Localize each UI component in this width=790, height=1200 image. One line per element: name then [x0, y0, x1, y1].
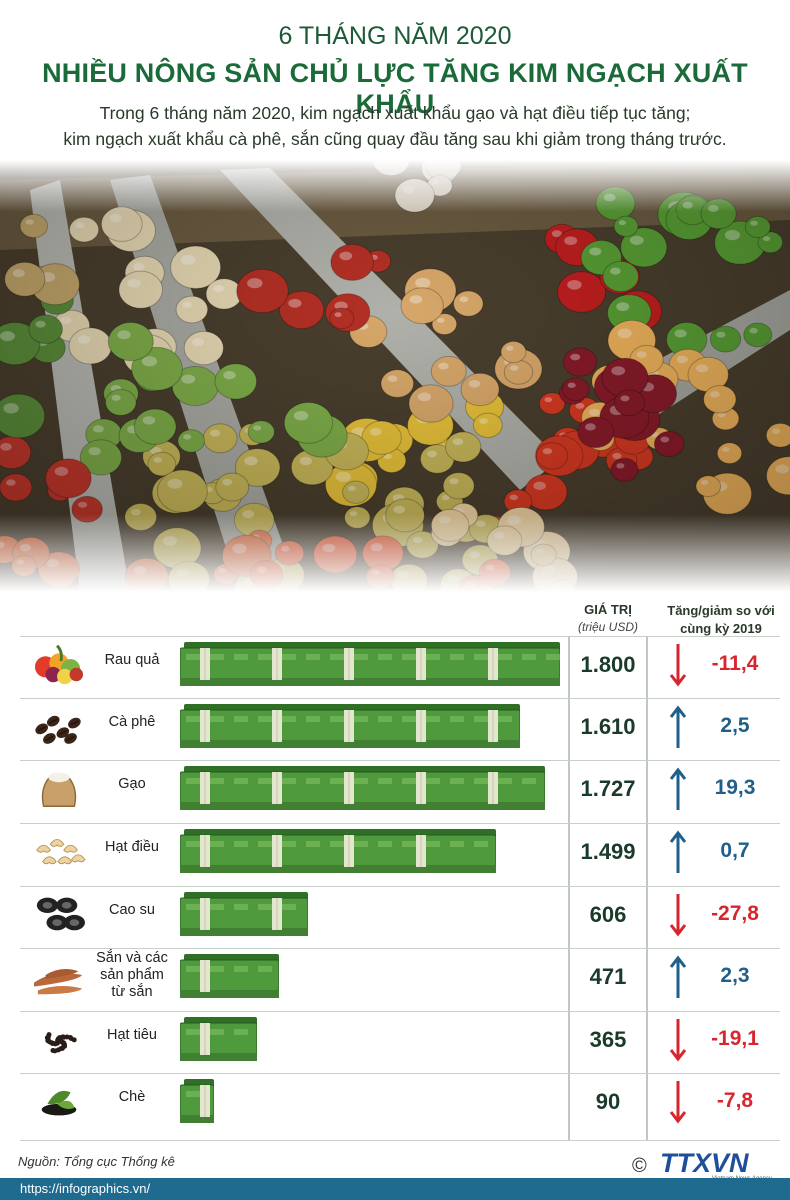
bar-money-stack: [180, 704, 520, 748]
value-column-label: GIÁ TRỊ: [584, 602, 632, 617]
value-label: 1.499: [580, 839, 636, 864]
row-label: Rau quả: [88, 652, 176, 669]
bar-money-stack: [180, 892, 308, 936]
arrow-down-icon: [669, 1019, 687, 1062]
table-row: Rau quả 1.800 -11,4: [0, 636, 790, 698]
arrow-up-icon: [669, 767, 687, 810]
table-row: Gạo 1.727 19,3: [0, 760, 790, 822]
bar-money-stack: [180, 642, 560, 686]
row-label: Hạt điều: [88, 839, 176, 856]
header: 6 THÁNG NĂM 2020 NHIỀU NÔNG SẢN CHỦ LỰC …: [0, 0, 790, 165]
table-row: Cà phê 1.610 2,5: [0, 698, 790, 760]
table-row: Hạt tiêu 365 -19,1: [0, 1011, 790, 1073]
cassava-icon: [34, 968, 83, 995]
ttxvn-logo: © TTXVN Vietnam News Agency: [632, 1148, 772, 1182]
row-label: Hạt tiêu: [88, 1027, 176, 1044]
pepper-icon: [44, 1032, 77, 1054]
subtitle-line-1: Trong 6 tháng năm 2020, kim ngạch xuất k…: [99, 103, 691, 123]
divider-value-left: [568, 636, 570, 1141]
row-label-line: Sắn và các: [96, 950, 168, 966]
value-label: 1.727: [580, 776, 636, 801]
subtitle: Trong 6 tháng năm 2020, kim ngạch xuất k…: [20, 100, 770, 152]
tires-icon: [36, 897, 85, 931]
row-label: Cao su: [88, 902, 176, 919]
row-label-line: Chè: [118, 1089, 146, 1105]
row-label-line: Gạo: [118, 776, 146, 792]
row-label-line: từ sắn: [111, 984, 153, 1000]
logo-brand: TTXVN: [660, 1148, 749, 1178]
row-divider: [20, 823, 780, 824]
produce-market-photo: [0, 160, 790, 592]
row-divider: [20, 1140, 780, 1141]
change-label: 2,5: [720, 714, 750, 737]
table-row: Chè 90 -7,8: [0, 1073, 790, 1135]
row-divider: [20, 698, 780, 699]
bar-money-stack: [180, 954, 279, 998]
row-label-line: sản phẩm: [100, 967, 164, 983]
change-label: 2,3: [720, 964, 750, 987]
change-label: 0,7: [720, 839, 750, 862]
row-divider: [20, 760, 780, 761]
row-label-line: Hạt tiêu: [107, 1027, 157, 1043]
arrow-up-icon: [669, 955, 687, 998]
arrow-down-icon: [669, 894, 687, 937]
coffee-beans-icon: [35, 715, 81, 744]
value-label: 90: [595, 1089, 621, 1114]
value-column-unit: (triệu USD): [577, 620, 638, 634]
row-label-line: Cà phê: [108, 714, 156, 730]
fruit-basket-icon: [34, 644, 84, 685]
supertitle: 6 THÁNG NĂM 2020: [278, 22, 512, 50]
table-row: Hạt điều 1.499 0,7: [0, 823, 790, 885]
row-label: Cà phê: [88, 714, 176, 731]
bar-money-stack: [180, 1017, 257, 1061]
table-row: Cao su 606 -27,8: [0, 886, 790, 948]
change-label: -7,8: [716, 1089, 754, 1112]
change-column-label-2: cùng kỳ 2019: [680, 621, 762, 636]
arrow-up-icon: [669, 705, 687, 748]
change-column-label-1: Tăng/giảm so với: [667, 603, 775, 618]
source-note: Nguồn: Tổng cục Thống kê: [18, 1154, 175, 1169]
value-label: 471: [589, 964, 627, 989]
subtitle-line-2: kim ngạch xuất khẩu cà phê, sắn cũng qua…: [63, 129, 727, 149]
copyright-symbol: ©: [632, 1155, 647, 1177]
row-label-line: Hạt điều: [104, 839, 159, 855]
change-label: -27,8: [711, 902, 759, 925]
row-divider: [20, 1073, 780, 1074]
row-divider: [20, 886, 780, 887]
bar-money-stack: [180, 1079, 214, 1123]
tea-leaves-icon: [41, 1090, 77, 1116]
arrow-up-icon: [669, 830, 687, 873]
footer-bar: https://infographics.vn/: [0, 1178, 790, 1200]
change-label: 19,3: [714, 776, 756, 799]
footer-url-link[interactable]: https://infographics.vn/: [20, 1181, 151, 1196]
value-column-header: GIÁ TRỊ (triệu USD): [560, 602, 656, 634]
change-label: -11,4: [711, 652, 759, 675]
arrow-down-icon: [669, 644, 687, 687]
cashew-icon: [36, 838, 86, 865]
change-column-header: Tăng/giảm so với cùng kỳ 2019: [652, 602, 790, 638]
page-title: NHIỀU NÔNG SẢN CHỦ LỰC TĂNG KIM NGẠCH XU…: [42, 58, 748, 119]
value-label: 1.610: [580, 714, 636, 739]
row-label-line: Rau quả: [104, 652, 160, 668]
change-label: -19,1: [711, 1027, 759, 1050]
row-label: Gạo: [88, 776, 176, 793]
row-label-line: Cao su: [109, 902, 155, 918]
rice-sack-icon: [41, 772, 77, 807]
bar-money-stack: [180, 829, 496, 873]
divider-value-right: [646, 636, 648, 1141]
value-label: 1.800: [580, 652, 636, 677]
arrow-down-icon: [669, 1081, 687, 1124]
value-label: 606: [589, 902, 627, 927]
row-divider: [20, 1011, 780, 1012]
bar-money-stack: [180, 766, 545, 810]
table-row: Sắn và các sản phẩm từ sắn 471 2,3: [0, 948, 790, 1010]
row-divider: [20, 948, 780, 949]
row-label: Chè: [88, 1089, 176, 1106]
value-label: 365: [589, 1027, 627, 1052]
row-label: Sắn và các sản phẩm từ sắn: [88, 950, 176, 1001]
row-divider: [20, 636, 780, 637]
